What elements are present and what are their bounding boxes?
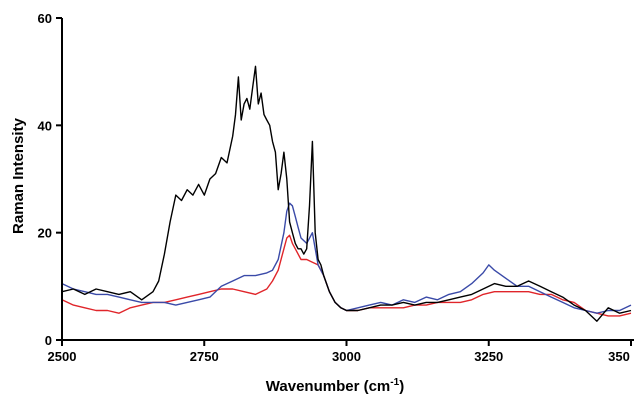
x-tick-label: 350 (608, 349, 630, 364)
x-tick-label: 3000 (332, 349, 361, 364)
series-layer (61, 65, 632, 322)
y-tick-label: 20 (38, 226, 52, 241)
y-tick-label: 0 (45, 333, 52, 348)
red-spectrum-line (61, 234, 632, 317)
blue-spectrum-line (61, 202, 632, 314)
y-axis-ticks: 0 20 40 60 (38, 11, 62, 348)
x-tick-label: 2500 (48, 349, 77, 364)
x-axis-title: Wavenumber (cm-1) (266, 377, 404, 395)
x-axis-title-superscript: -1 (390, 377, 399, 388)
y-tick-label: 60 (38, 11, 52, 26)
y-axis-title: Raman Intensity (10, 117, 27, 234)
black-spectrum-line (61, 65, 632, 322)
y-tick-label: 40 (38, 118, 52, 133)
x-tick-label: 3250 (474, 349, 503, 364)
x-axis-ticks: 2500 2750 3000 3250 350 (48, 340, 632, 364)
x-tick-label: 2750 (190, 349, 219, 364)
